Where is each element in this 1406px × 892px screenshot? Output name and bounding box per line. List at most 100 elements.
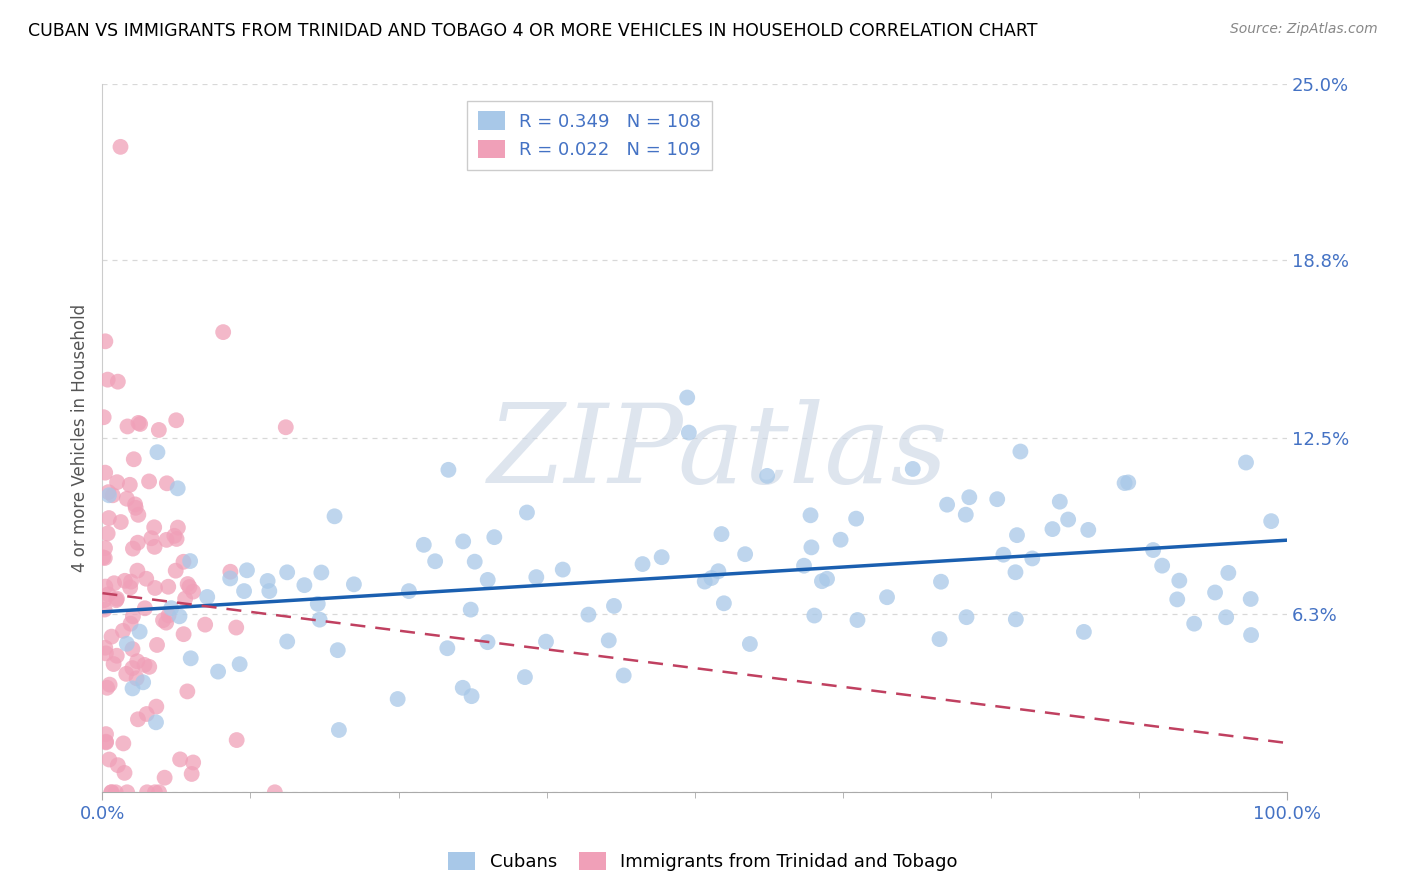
Point — [122, 541, 145, 556]
Point — [166, 481, 188, 495]
Point — [167, 520, 190, 534]
Point — [598, 633, 620, 648]
Point — [1057, 512, 1080, 526]
Point — [134, 657, 156, 672]
Point — [307, 597, 329, 611]
Text: CUBAN VS IMMIGRANTS FROM TRINIDAD AND TOBAGO 4 OR MORE VEHICLES IN HOUSEHOLD COR: CUBAN VS IMMIGRANTS FROM TRINIDAD AND TO… — [28, 22, 1038, 40]
Point — [1168, 574, 1191, 588]
Point — [993, 548, 1015, 562]
Point — [114, 574, 136, 588]
Point — [114, 765, 136, 780]
Point — [845, 511, 868, 525]
Point — [437, 463, 460, 477]
Point — [117, 419, 139, 434]
Point — [127, 535, 149, 549]
Point — [323, 509, 346, 524]
Point — [179, 554, 201, 568]
Point — [94, 551, 117, 566]
Point — [793, 558, 815, 573]
Point — [118, 477, 141, 491]
Point — [181, 584, 204, 599]
Point — [955, 508, 977, 522]
Point — [132, 675, 155, 690]
Point — [166, 532, 188, 546]
Point — [876, 591, 898, 605]
Point — [121, 661, 143, 675]
Point — [631, 557, 654, 571]
Point — [122, 609, 145, 624]
Point — [148, 423, 170, 437]
Point — [957, 490, 980, 504]
Point — [107, 758, 129, 772]
Point — [173, 627, 195, 641]
Point — [135, 572, 157, 586]
Point — [97, 526, 120, 541]
Point — [152, 613, 174, 627]
Point — [110, 140, 132, 154]
Point — [1240, 628, 1263, 642]
Point — [103, 576, 125, 591]
Point — [101, 488, 124, 502]
Point — [676, 391, 699, 405]
Point — [94, 727, 117, 741]
Point — [1260, 514, 1282, 528]
Point — [928, 632, 950, 646]
Point — [148, 785, 170, 799]
Point — [103, 657, 125, 671]
Point — [173, 555, 195, 569]
Point — [326, 643, 349, 657]
Point — [195, 590, 218, 604]
Point — [1114, 476, 1136, 491]
Point — [155, 615, 177, 630]
Point — [986, 492, 1008, 507]
Point — [256, 574, 278, 588]
Point — [516, 506, 538, 520]
Point — [176, 577, 198, 591]
Point — [110, 515, 132, 529]
Point — [1042, 522, 1064, 536]
Point — [700, 571, 723, 585]
Point — [551, 563, 574, 577]
Point — [127, 654, 149, 668]
Point — [578, 607, 600, 622]
Point — [136, 785, 159, 799]
Point — [180, 767, 202, 781]
Point — [141, 531, 163, 545]
Legend: Cubans, Immigrants from Trinidad and Tobago: Cubans, Immigrants from Trinidad and Tob… — [441, 845, 965, 879]
Point — [212, 325, 235, 339]
Point — [115, 785, 138, 799]
Point — [1142, 543, 1164, 558]
Point — [143, 581, 166, 595]
Point — [398, 584, 420, 599]
Point — [105, 593, 128, 607]
Point — [120, 616, 142, 631]
Point — [436, 641, 458, 656]
Point — [176, 684, 198, 698]
Point — [1005, 528, 1028, 542]
Point — [1077, 523, 1099, 537]
Point — [94, 334, 117, 349]
Point — [93, 593, 115, 607]
Point — [803, 608, 825, 623]
Point — [276, 566, 298, 580]
Point — [1116, 475, 1139, 490]
Point — [145, 699, 167, 714]
Point — [157, 608, 180, 623]
Point — [387, 692, 409, 706]
Point — [678, 425, 700, 440]
Point — [1234, 456, 1257, 470]
Point — [127, 564, 149, 578]
Point — [93, 602, 115, 616]
Point — [94, 734, 117, 748]
Point — [225, 621, 247, 635]
Point — [93, 410, 115, 425]
Point — [815, 572, 838, 586]
Point — [1240, 592, 1263, 607]
Point — [163, 529, 186, 543]
Point — [97, 587, 120, 601]
Point — [651, 550, 673, 565]
Point — [97, 485, 120, 500]
Point — [157, 580, 180, 594]
Point — [707, 564, 730, 578]
Point — [451, 681, 474, 695]
